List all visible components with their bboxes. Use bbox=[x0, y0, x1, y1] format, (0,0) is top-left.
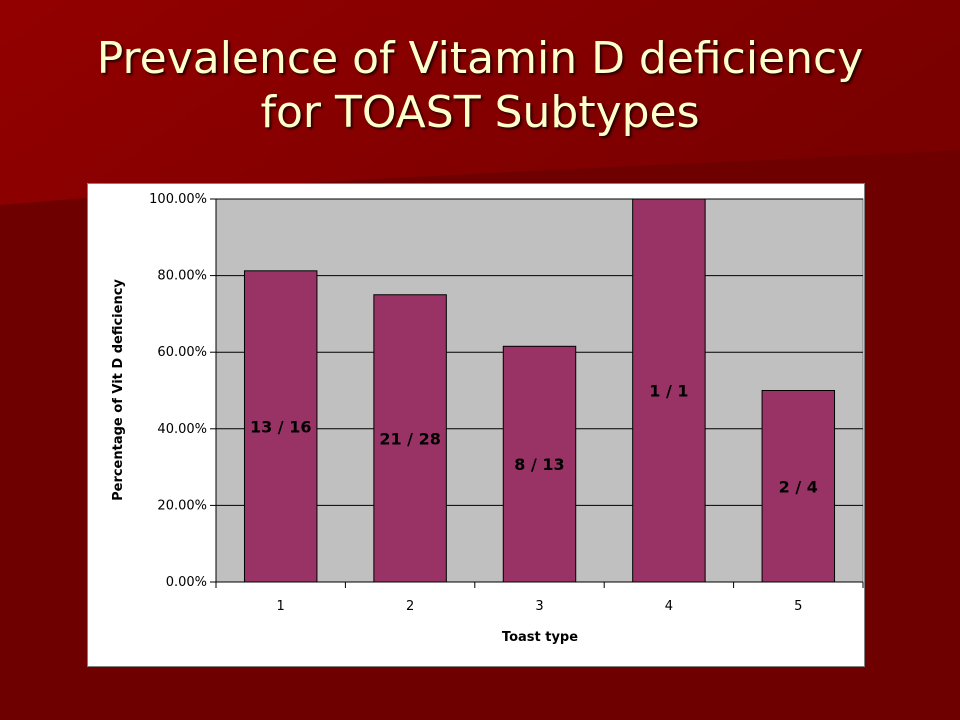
bar-toast-2 bbox=[373, 294, 447, 583]
bar-data-label: 8 / 13 bbox=[514, 455, 564, 474]
x-tick-label: 2 bbox=[406, 599, 414, 614]
bar-data-label: 13 / 16 bbox=[250, 417, 312, 436]
chart-panel: 0.00% 20.00% 40.00% 60.00% 80.00% 100.00% 13 … bbox=[87, 183, 865, 667]
bar-data-label: 21 / 28 bbox=[379, 429, 441, 448]
bar-toast-3 bbox=[502, 345, 577, 583]
bar-chart: 0.00% 20.00% 40.00% 60.00% 80.00% 100.00% 13 … bbox=[111, 192, 864, 645]
y-tick-label: 100.00% bbox=[149, 192, 207, 207]
x-tick-label: 1 bbox=[277, 599, 285, 614]
bar-toast-1 bbox=[243, 270, 318, 583]
bar-toast-5 bbox=[761, 390, 836, 583]
bar-data-label: 2 / 4 bbox=[779, 477, 818, 496]
y-tick-label: 80.00% bbox=[157, 269, 207, 284]
x-tick-label: 5 bbox=[794, 599, 802, 614]
x-axis-title: Toast type bbox=[502, 630, 578, 645]
bar-toast-4 bbox=[632, 198, 706, 583]
y-tick-label: 20.00% bbox=[157, 498, 207, 513]
bar-data-label: 1 / 1 bbox=[649, 382, 688, 401]
x-tick-label: 4 bbox=[665, 599, 673, 614]
slide-title-line-1: Prevalence of Vitamin D deficiency bbox=[96, 33, 864, 84]
slide-title: Prevalence of Vitamin D deficiency for T… bbox=[0, 32, 960, 140]
y-tick-label: 60.00% bbox=[157, 345, 207, 360]
y-tick-label: 0.00% bbox=[166, 575, 207, 590]
x-tick-label: 3 bbox=[535, 599, 543, 614]
y-axis-title: Percentage of Vit D deficiency bbox=[111, 279, 126, 501]
slide-title-line-2: for TOAST Subtypes bbox=[260, 87, 700, 138]
y-tick-label: 40.00% bbox=[157, 422, 207, 437]
